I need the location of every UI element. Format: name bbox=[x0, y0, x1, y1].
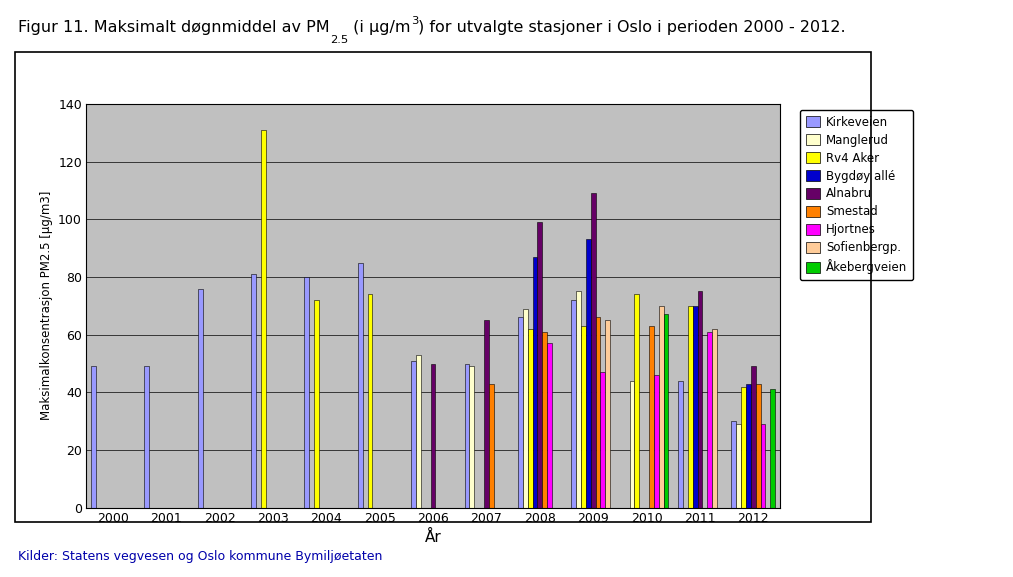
Bar bbox=[528, 329, 533, 508]
Bar bbox=[634, 294, 639, 508]
Bar bbox=[198, 288, 203, 508]
Bar bbox=[707, 332, 712, 508]
Bar bbox=[411, 361, 416, 508]
Text: (i μg/m: (i μg/m bbox=[348, 20, 410, 35]
Legend: Kirkeveien, Manglerud, Rv4 Aker, Bygdøy allé, Alnabru, Smestad, Hjortnes, Sofien: Kirkeveien, Manglerud, Rv4 Aker, Bygdøy … bbox=[800, 110, 913, 280]
Bar bbox=[591, 193, 596, 508]
Bar bbox=[358, 263, 363, 508]
Bar bbox=[731, 421, 736, 508]
Bar bbox=[649, 326, 653, 508]
Bar bbox=[712, 329, 717, 508]
Bar bbox=[658, 306, 664, 508]
Text: 2.5: 2.5 bbox=[330, 35, 348, 44]
Bar bbox=[746, 384, 751, 508]
Bar bbox=[305, 277, 309, 508]
Bar bbox=[736, 424, 742, 508]
Bar bbox=[571, 300, 576, 508]
Bar bbox=[581, 326, 586, 508]
Bar bbox=[523, 309, 528, 508]
Bar bbox=[629, 381, 634, 508]
Bar bbox=[542, 332, 547, 508]
Bar bbox=[489, 384, 493, 508]
Bar bbox=[518, 317, 523, 508]
Bar bbox=[314, 300, 319, 508]
Y-axis label: Maksimalkonsentrasjon PM2.5 [μg/m3]: Maksimalkonsentrasjon PM2.5 [μg/m3] bbox=[40, 191, 53, 421]
Bar bbox=[693, 306, 698, 508]
Bar bbox=[586, 239, 591, 508]
Bar bbox=[260, 130, 265, 508]
Bar bbox=[698, 291, 702, 508]
Bar bbox=[770, 389, 775, 508]
Bar bbox=[537, 222, 542, 508]
Text: ) for utvalgte stasjoner i Oslo i perioden 2000 - 2012.: ) for utvalgte stasjoner i Oslo i period… bbox=[418, 20, 846, 35]
Bar bbox=[742, 387, 746, 508]
Bar bbox=[606, 320, 610, 508]
Bar bbox=[251, 274, 256, 508]
Bar bbox=[469, 366, 474, 508]
Bar bbox=[756, 384, 761, 508]
Bar bbox=[416, 355, 420, 508]
Bar bbox=[484, 320, 489, 508]
Bar bbox=[533, 257, 537, 508]
Bar bbox=[144, 366, 149, 508]
Text: 3: 3 bbox=[410, 16, 418, 25]
Bar bbox=[653, 375, 658, 508]
Bar bbox=[576, 291, 581, 508]
Bar bbox=[431, 364, 436, 508]
X-axis label: År: År bbox=[424, 530, 442, 545]
Bar bbox=[678, 381, 683, 508]
Bar bbox=[664, 314, 669, 508]
Bar bbox=[547, 343, 552, 508]
Bar bbox=[368, 294, 373, 508]
Bar bbox=[601, 372, 606, 508]
Bar bbox=[761, 424, 766, 508]
Text: Kilder: Statens vegvesen og Oslo kommune Bymiljøetaten: Kilder: Statens vegvesen og Oslo kommune… bbox=[18, 549, 383, 563]
Bar bbox=[751, 366, 756, 508]
Bar bbox=[465, 364, 469, 508]
Bar bbox=[596, 317, 601, 508]
Text: Figur 11. Maksimalt døgnmiddel av PM: Figur 11. Maksimalt døgnmiddel av PM bbox=[18, 20, 330, 35]
Bar bbox=[91, 366, 96, 508]
Bar bbox=[688, 306, 693, 508]
